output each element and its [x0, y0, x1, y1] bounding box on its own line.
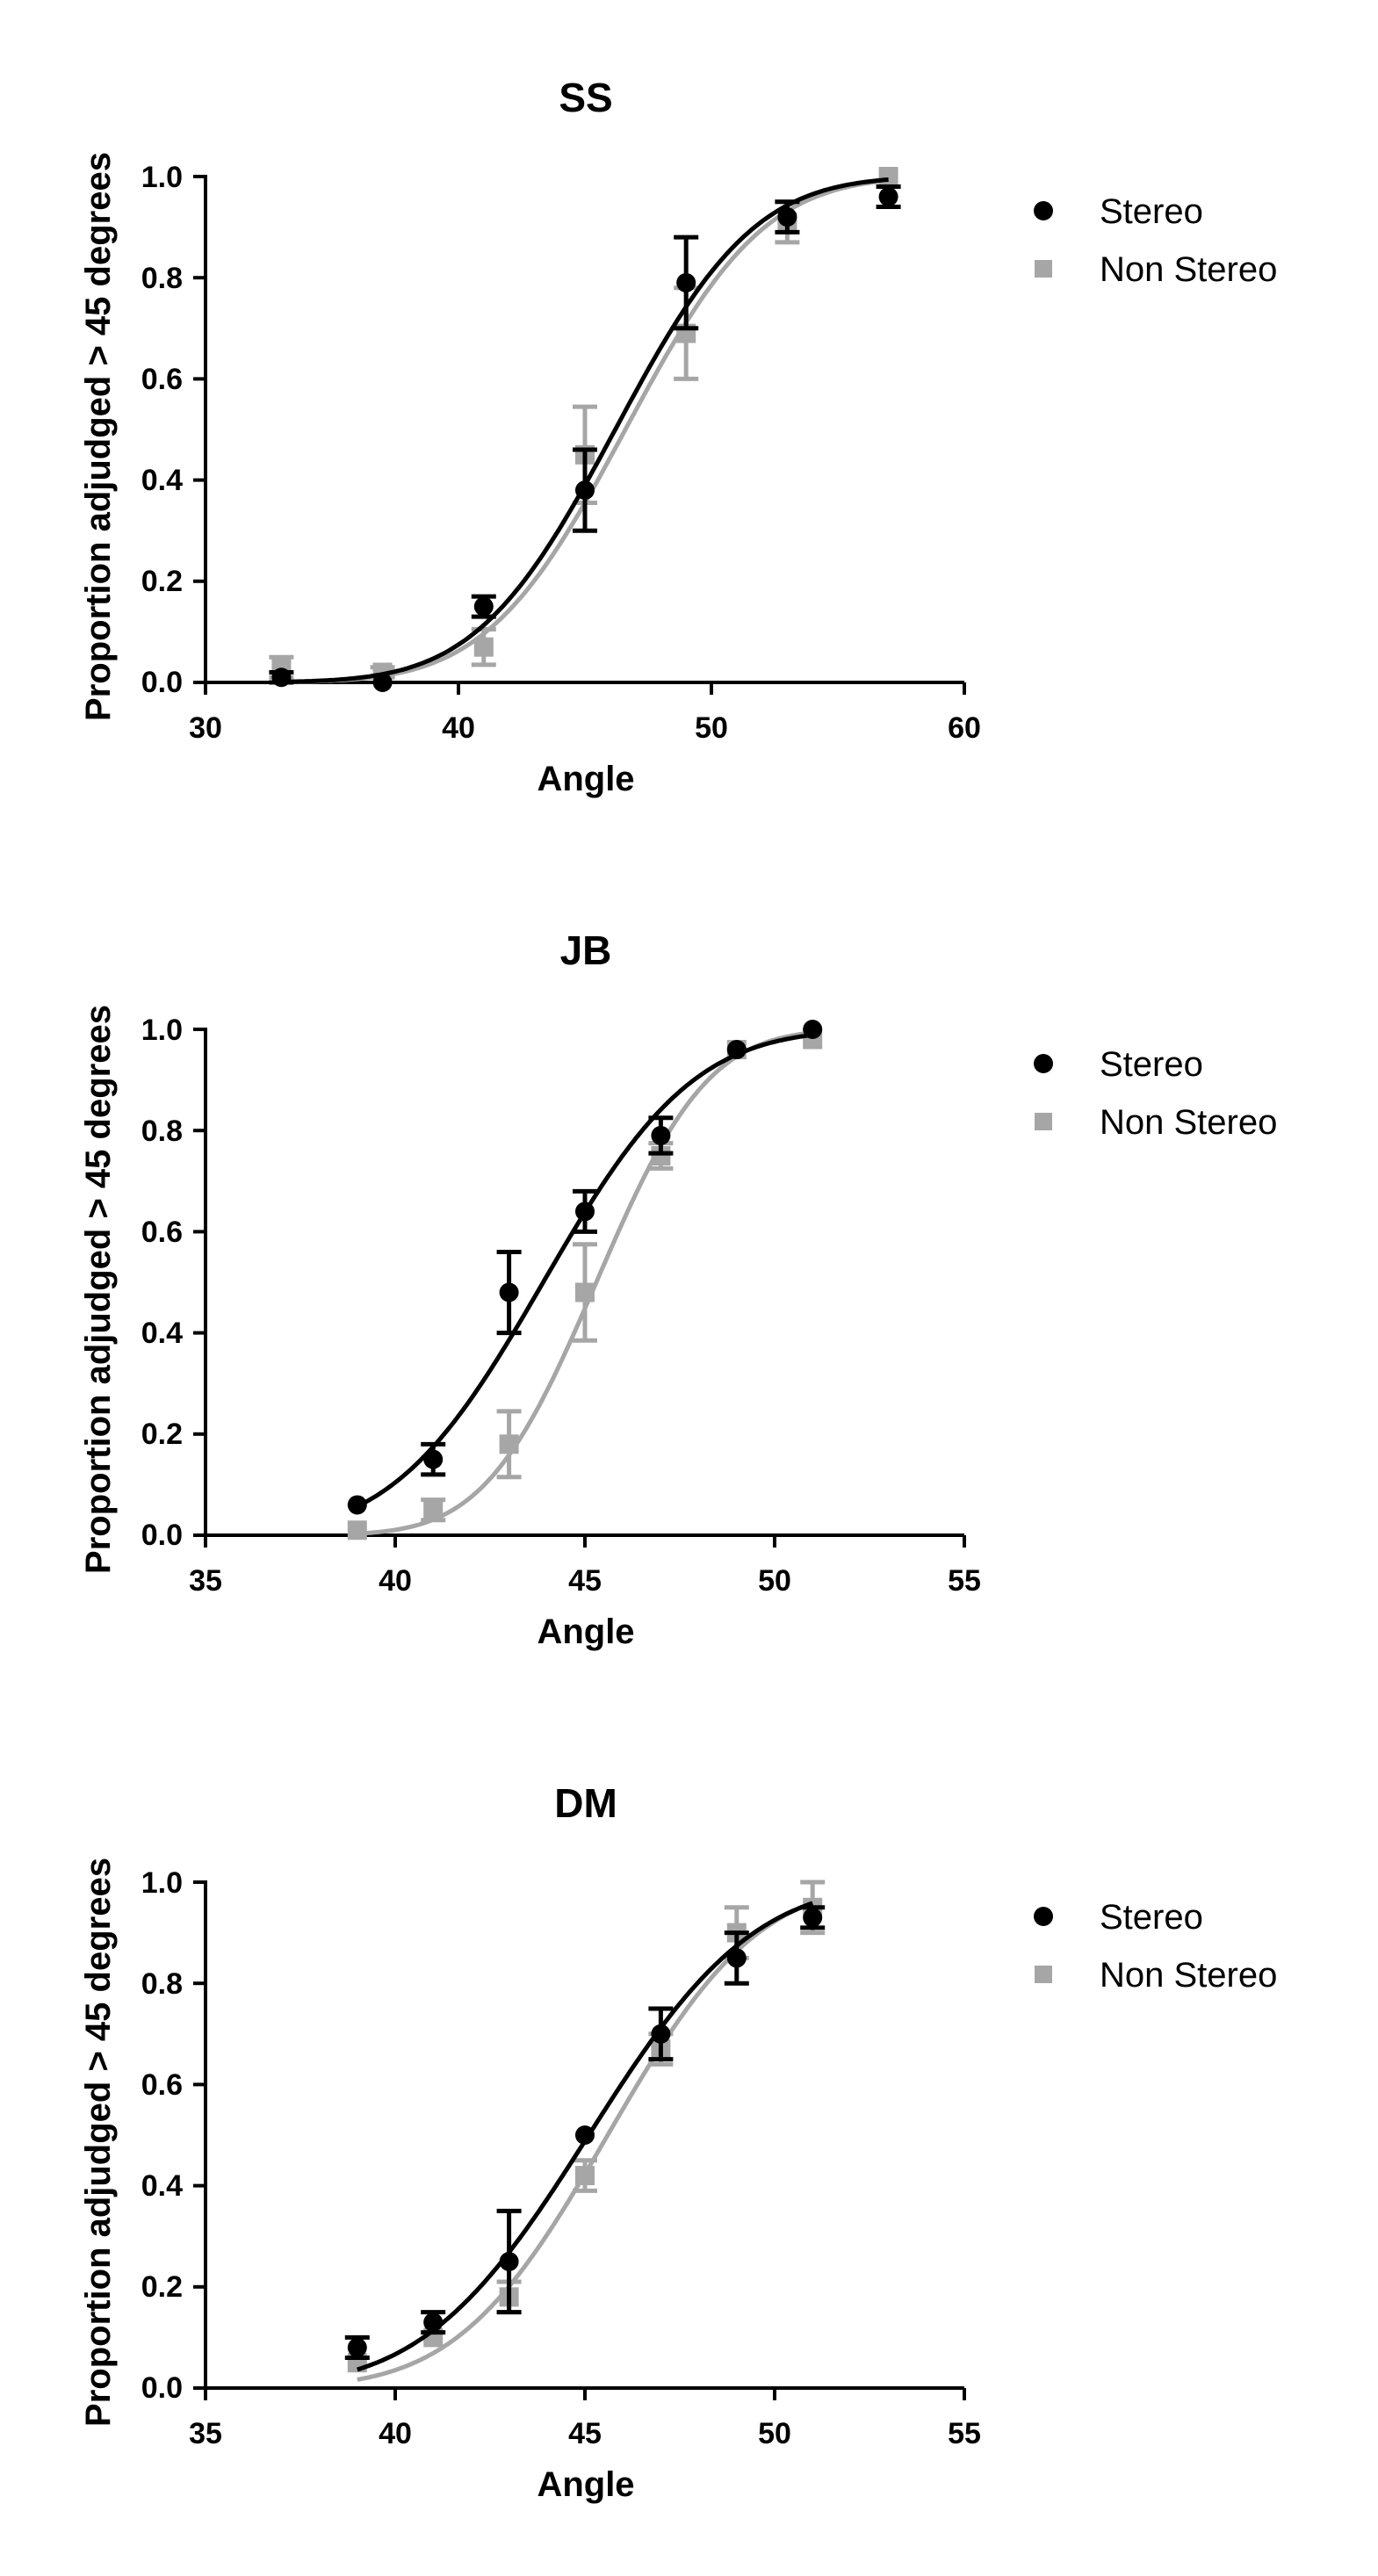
legend-label-stereo: Stereo: [1100, 1898, 1203, 1937]
x-tick-label: 30: [189, 711, 222, 745]
y-tick-labels: 0.0 0.2 0.4 0.6 0.8 1.0: [141, 1866, 183, 2405]
chart-title: SS: [559, 75, 612, 120]
y-tick-label: 0.4: [141, 464, 183, 497]
point-stereo: [803, 1908, 823, 1928]
x-tick-label: 45: [568, 1564, 602, 1598]
legend-marker-non-stereo: [1035, 1113, 1052, 1130]
y-tick-label: 0.0: [141, 2371, 183, 2405]
panel-dm: DM Proportion adjudged > 45 degrees Angl…: [79, 1780, 1277, 2504]
y-tick-labels: 0.0 0.2 0.4 0.6 0.8 1.0: [141, 1014, 183, 1552]
point-stereo: [726, 1948, 747, 1968]
point-stereo: [777, 207, 797, 227]
y-tick-label: 0.8: [141, 1967, 183, 2001]
y-tick-label: 1.0: [141, 1866, 183, 1900]
y-tick-label: 1.0: [141, 1014, 183, 1047]
plot-area: [193, 1880, 966, 2400]
point-stereo: [651, 2024, 671, 2044]
chart-title: JB: [560, 927, 612, 973]
y-axis-label: Proportion adjudged > 45 degrees: [79, 152, 118, 721]
point-stereo: [499, 1282, 519, 1302]
y-tick-label: 0.2: [141, 2270, 183, 2304]
legend: Stereo Non Stereo: [1034, 192, 1277, 289]
legend: Stereo Non Stereo: [1034, 1045, 1277, 1142]
x-tick-label: 50: [758, 1564, 791, 1598]
point-stereo: [651, 1125, 671, 1145]
y-tick-label: 0.6: [141, 1216, 183, 1249]
y-axis-label: Proportion adjudged > 45 degrees: [79, 1858, 118, 2427]
point-stereo: [726, 1040, 747, 1060]
x-tick-labels: 30 40 50 60: [189, 711, 981, 745]
y-tick-label: 0.0: [141, 1519, 183, 1552]
y-tick-label: 1.0: [141, 161, 183, 194]
legend: Stereo Non Stereo: [1034, 1898, 1277, 1995]
legend-label-non-stereo: Non Stereo: [1100, 1103, 1277, 1142]
x-tick-labels: 35 40 45 50 55: [189, 1564, 981, 1598]
y-tick-label: 0.6: [141, 2068, 183, 2102]
x-tick-label: 35: [189, 1564, 222, 1598]
x-axis-label: Angle: [537, 760, 634, 798]
legend-marker-stereo: [1034, 201, 1053, 220]
y-tick-label: 0.2: [141, 1418, 183, 1451]
legend-marker-non-stereo: [1035, 1966, 1052, 1983]
point-stereo: [347, 1495, 367, 1515]
legend-label-stereo: Stereo: [1100, 192, 1203, 231]
point-stereo: [423, 2313, 444, 2333]
plot-area: [193, 1020, 966, 1548]
point-non-stereo: [473, 637, 494, 657]
point-stereo: [575, 1201, 595, 1222]
legend-marker-stereo: [1034, 1054, 1053, 1073]
panel-ss: SS Proportion adjudged > 45 degrees Angl…: [79, 75, 1277, 798]
y-axis-label: Proportion adjudged > 45 degrees: [79, 1005, 118, 1574]
chart-title: DM: [554, 1780, 617, 1826]
point-stereo: [676, 272, 696, 292]
point-stereo: [271, 667, 292, 688]
y-tick-label: 0.4: [141, 2169, 183, 2203]
y-tick-label: 0.4: [141, 1317, 183, 1350]
x-tick-label: 55: [948, 1564, 981, 1598]
point-stereo: [473, 596, 494, 617]
legend-label-stereo: Stereo: [1100, 1045, 1203, 1084]
x-tick-label: 40: [442, 711, 475, 745]
point-stereo: [803, 1020, 823, 1039]
x-axis-label: Angle: [537, 2465, 634, 2504]
legend-label-non-stereo: Non Stereo: [1100, 250, 1277, 289]
point-non-stereo: [423, 1500, 444, 1520]
x-tick-label: 40: [379, 2417, 412, 2450]
x-tick-label: 40: [379, 1564, 412, 1598]
point-stereo: [372, 673, 393, 692]
point-stereo: [878, 187, 898, 207]
x-tick-label: 50: [758, 2417, 791, 2450]
point-non-stereo: [347, 1520, 367, 1541]
plot-area: [193, 167, 966, 695]
y-tick-label: 0.8: [141, 262, 183, 295]
point-stereo: [575, 480, 595, 501]
panel-jb: JB Proportion adjudged > 45 degrees Angl…: [79, 927, 1277, 1651]
point-non-stereo: [499, 1434, 519, 1454]
point-stereo: [347, 2337, 367, 2357]
point-non-stereo: [651, 1146, 671, 1165]
point-stereo: [423, 1449, 444, 1469]
x-tick-label: 55: [948, 2417, 981, 2450]
x-tick-label: 45: [568, 2417, 602, 2450]
y-tick-label: 0.2: [141, 565, 183, 598]
point-non-stereo: [878, 167, 898, 186]
x-tick-label: 60: [948, 711, 981, 745]
legend-label-non-stereo: Non Stereo: [1100, 1956, 1277, 1995]
point-non-stereo: [575, 2166, 595, 2186]
x-axis-label: Angle: [537, 1613, 634, 1651]
legend-marker-stereo: [1034, 1907, 1053, 1926]
x-tick-label: 50: [695, 711, 728, 745]
x-tick-labels: 35 40 45 50 55: [189, 2417, 981, 2450]
x-tick-label: 35: [189, 2417, 222, 2450]
point-stereo: [499, 2252, 519, 2271]
y-tick-label: 0.6: [141, 363, 183, 396]
legend-marker-non-stereo: [1035, 260, 1052, 278]
point-non-stereo: [575, 1282, 595, 1302]
y-tick-label: 0.0: [141, 666, 183, 699]
point-stereo: [575, 2125, 595, 2145]
y-tick-labels: 0.0 0.2 0.4 0.6 0.8 1.0: [141, 161, 183, 699]
y-tick-label: 0.8: [141, 1115, 183, 1148]
